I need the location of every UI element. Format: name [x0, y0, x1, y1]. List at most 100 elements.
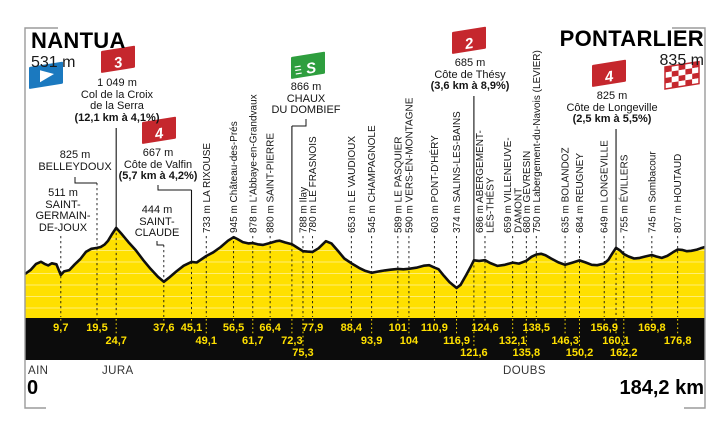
climb-stats: (3,6 km à 8,9%) [430, 80, 510, 93]
km-marker: 104 [399, 335, 419, 347]
start-town-name: NANTUA [31, 28, 126, 53]
km-marker: 176,8 [663, 335, 692, 347]
town-label-line: BELLEYDOUX [38, 160, 112, 173]
poi-elevation: 667 m [142, 147, 174, 159]
climb-label: 1 049 m Col de la Croix de la Serra (12,1 k… [74, 77, 160, 124]
km-marker: 9,7 [53, 322, 69, 334]
flag-number: S [305, 59, 318, 77]
town-label-line: 444 m [141, 204, 173, 216]
town-label: 545 m CHAMPAGNOLE [367, 125, 378, 233]
town-label: 511 m SAINT- GERMAIN- DE-JOUX [35, 187, 91, 234]
km-total-value: 184,2 km [619, 377, 704, 399]
town-label: 755 m ÉVILLERS [617, 154, 630, 233]
climb-label: 685 m Côte de Thésy (3,6 km à 8,9%) [430, 57, 510, 93]
town-label: D'AMONT [513, 188, 524, 233]
town-label-line: 511 m [48, 187, 78, 199]
km-marker: 93,9 [360, 335, 383, 347]
label-connector [291, 119, 307, 127]
town-label: 880 m SAINT-PIERRE [266, 133, 277, 233]
km-marker: 138,5 [522, 322, 551, 334]
poi-name: Côte de Longeville [566, 101, 658, 114]
department-label-jura: JURA [102, 365, 134, 377]
distance-band [25, 318, 705, 360]
km-marker: 135,8 [512, 347, 541, 359]
km-marker: 121,6 [460, 347, 488, 359]
flag-number: 4 [153, 125, 166, 143]
town-label: 653 m LE VAUDIOUX [347, 136, 358, 233]
flag-number: 2 [463, 35, 476, 53]
start-elevation: 531 m [31, 54, 76, 71]
town-label: 780 m LE FRASNOIS [308, 136, 319, 233]
poi-name: Côte de Thésy [434, 68, 506, 81]
km-marker: 61,7 [242, 335, 264, 347]
climb-label: 825 m Côte de Longeville (2,5 km à 5,5%) [566, 90, 658, 126]
town-label: 603 m PONT-D'HÉRY [428, 135, 441, 233]
km-marker: 124,6 [471, 322, 499, 334]
km-marker: 88,4 [340, 322, 363, 334]
town-label: 788 m Ilay [298, 187, 309, 233]
km-marker: 101 [388, 322, 408, 334]
poi-name: DU DOMBIEF [271, 104, 341, 117]
town-label: 649 m LONGEVILLE [600, 140, 611, 233]
town-label: 444 m SAINT- CLAUDE [134, 204, 180, 240]
poi-elevation: 1 049 m [97, 77, 137, 89]
poi-elevation: 685 m [454, 57, 486, 69]
km-marker: 132,1 [498, 335, 527, 347]
climb-stats: (5,7 km à 4,2%) [118, 170, 198, 183]
town-label: 733 m LA RIXOUSE [202, 143, 213, 233]
poi-name: Col de la Croix [80, 88, 154, 101]
town-label: 635 m BOLANDOZ [561, 147, 572, 233]
km-marker: 150,2 [565, 347, 594, 359]
km-marker: 110,9 [420, 322, 448, 334]
town-label-line: 825 m [59, 149, 91, 161]
town-label: 659 m VILLENEUVE- [503, 137, 514, 233]
km-marker: 72,3 [281, 335, 303, 347]
km-marker: 45,1 [180, 322, 203, 334]
profile-outline [24, 226, 706, 290]
km-marker: 169,8 [638, 322, 666, 334]
town-label-line: SAINT- [139, 215, 175, 228]
climb-stats: (2,5 km à 5,5%) [572, 113, 652, 126]
km-marker: 37,6 [153, 322, 175, 334]
climb-stats: (12,1 km à 4,1%) [74, 111, 160, 124]
finish-town-name: PONTARLIER [559, 26, 704, 51]
label-connector [157, 185, 192, 191]
town-label-line: DE-JOUX [38, 221, 88, 234]
town-label-line: CLAUDE [134, 227, 180, 240]
poi-name: CHAUX [286, 92, 326, 105]
finish-elevation: 835 m [659, 52, 704, 69]
town-label: 680 m GEVRESIN [522, 151, 533, 233]
km-marker: 66,4 [259, 322, 281, 334]
town-label: 374 m SALINS-LES-BAINS [452, 111, 463, 233]
start-block: NANTUA 531 m [31, 30, 126, 72]
km-start-value: 0 [27, 377, 39, 399]
km-marker: 24,7 [105, 335, 127, 347]
km-marker: 75,3 [292, 347, 314, 359]
km-marker: 160,1 [602, 335, 630, 347]
sprint-speedlines [294, 65, 302, 75]
poi-elevation: 866 m [290, 81, 322, 93]
town-label: 825 m BELLEYDOUX [38, 149, 112, 173]
town-label-line: SAINT- [45, 198, 81, 211]
department-label-ain: AIN [28, 365, 49, 377]
km-marker: 156,9 [590, 322, 618, 334]
km-marker: 162,2 [610, 347, 638, 359]
km-marker: 49,1 [195, 335, 217, 347]
profile-area [25, 227, 705, 318]
km-marker: 56,5 [222, 322, 245, 334]
km-marker: 77,9 [301, 322, 324, 334]
town-label: 745 m Sombacour [647, 151, 658, 233]
poi-name: de la Serra [90, 100, 144, 113]
town-label: LÈS-THÉSY [484, 177, 497, 233]
poi-name: Côte de Valfin [123, 158, 193, 171]
climb-label: 667 m Côte de Valfin (5,7 km à 4,2%) [118, 147, 198, 183]
town-label: 686 m ABERGEMENT- [475, 130, 486, 233]
sprint-flag-icon [291, 51, 325, 79]
town-label: 878 m L'Abbaye-en-Grandvaux [248, 94, 259, 233]
km-marker: 19,5 [86, 322, 108, 334]
km-marker: 116,9 [443, 335, 471, 347]
flag-number: 4 [603, 68, 616, 86]
town-label-line: GERMAIN- [35, 210, 91, 223]
town-label: 590 m VERS-EN-MONTAGNE [404, 97, 415, 233]
